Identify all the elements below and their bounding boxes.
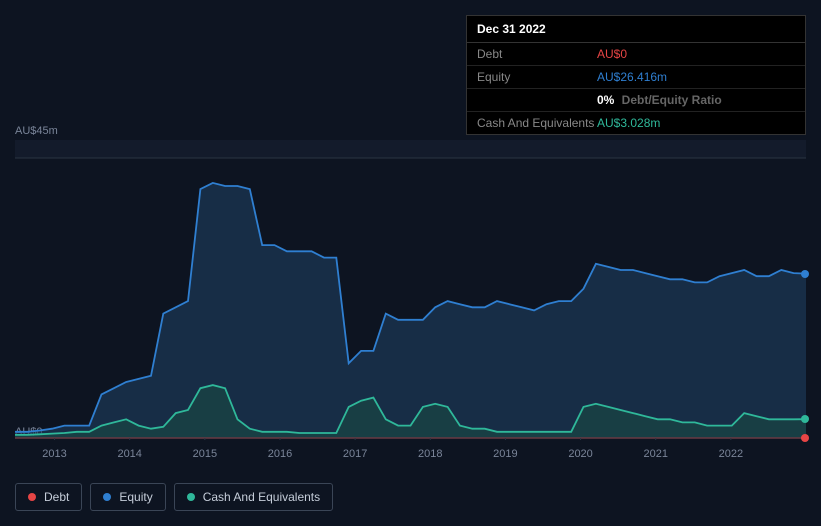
legend-dot-icon (103, 493, 111, 501)
x-axis-label: 2014 (117, 448, 141, 460)
tooltip-row-value: 0% Debt/Equity Ratio (597, 93, 722, 107)
series-end-dot (801, 270, 809, 278)
tooltip-row-label: Cash And Equivalents (477, 116, 597, 130)
legend-dot-icon (187, 493, 195, 501)
x-axis-label: 2021 (643, 448, 667, 460)
x-axis-label: 2016 (268, 448, 292, 460)
x-axis-label: 2018 (418, 448, 442, 460)
chart-top-band (15, 140, 806, 158)
legend-label: Debt (44, 490, 69, 504)
x-axis-label: 2017 (343, 448, 367, 460)
tooltip-row: 0% Debt/Equity Ratio (467, 89, 805, 112)
y-axis-max-label: AU$45m (15, 125, 58, 137)
tooltip-row-label: Debt (477, 47, 597, 61)
legend: Debt Equity Cash And Equivalents (15, 483, 333, 511)
x-axis-label: 2020 (568, 448, 592, 460)
tooltip-row: EquityAU$26.416m (467, 66, 805, 89)
series-end-dot (801, 415, 809, 423)
tooltip-row-value: AU$0 (597, 47, 627, 61)
tooltip-row-label: Equity (477, 70, 597, 84)
legend-item[interactable]: Debt (15, 483, 82, 511)
legend-item[interactable]: Cash And Equivalents (174, 483, 333, 511)
x-axis-label: 2022 (719, 448, 743, 460)
x-axis-label: 2015 (193, 448, 217, 460)
tooltip-row-value: AU$26.416m (597, 70, 667, 84)
tooltip-date: Dec 31 2022 (467, 16, 805, 43)
tooltip-row-value: AU$3.028m (597, 116, 660, 130)
tooltip-row-label (477, 93, 597, 107)
x-axis-label: 2019 (493, 448, 517, 460)
hover-tooltip: Dec 31 2022 DebtAU$0EquityAU$26.416m0% D… (466, 15, 806, 135)
legend-item[interactable]: Equity (90, 483, 165, 511)
tooltip-row: Cash And EquivalentsAU$3.028m (467, 112, 805, 134)
legend-label: Cash And Equivalents (203, 490, 320, 504)
legend-dot-icon (28, 493, 36, 501)
tooltip-row-sublabel: Debt/Equity Ratio (618, 93, 721, 107)
series-end-dot (801, 434, 809, 442)
tooltip-row: DebtAU$0 (467, 43, 805, 66)
legend-label: Equity (119, 490, 152, 504)
series-area (15, 183, 806, 438)
x-axis-labels: 2013 2014 2015 2016 2017 2018 2019 2020 2021 2022 (15, 448, 806, 468)
x-axis-label: 2013 (42, 448, 66, 460)
area-chart (15, 140, 806, 440)
